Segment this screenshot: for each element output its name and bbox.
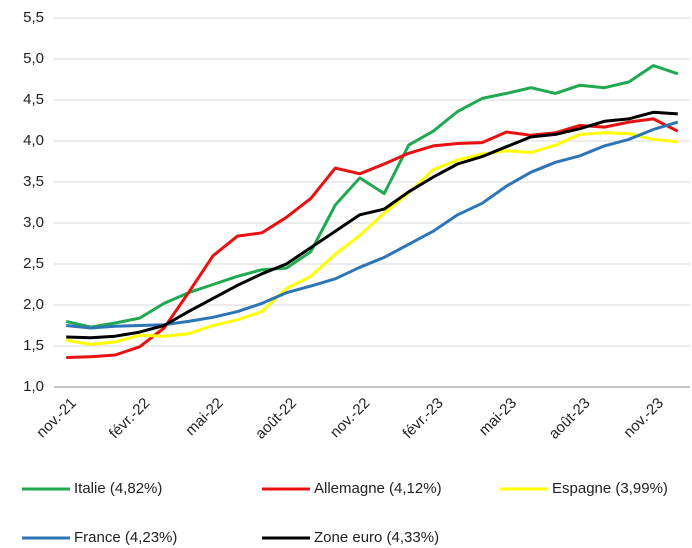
x-tick-label: nov.-22 xyxy=(327,395,374,442)
x-tick-label: févr.-22 xyxy=(106,395,153,442)
x-tick-label: août-22 xyxy=(252,395,300,443)
y-tick-label: 5,0 xyxy=(23,50,44,67)
y-tick-label: 2,0 xyxy=(23,296,44,313)
x-tick-label: nov.-21 xyxy=(33,395,80,442)
y-tick-label: 4,5 xyxy=(23,91,44,108)
series-line xyxy=(66,110,678,340)
y-tick-label: 3,5 xyxy=(23,173,44,190)
y-tick-label: 1,0 xyxy=(23,378,44,395)
legend-label: Allemagne (4,12%) xyxy=(314,480,442,497)
x-tick-label: nov.-23 xyxy=(620,395,667,442)
x-tick-label: févr.-23 xyxy=(399,395,446,442)
y-tick-label: 3,0 xyxy=(23,214,44,231)
legend-label: Italie (4,82%) xyxy=(74,480,162,497)
x-tick-label: août-23 xyxy=(546,395,594,443)
x-tick-label: mai-23 xyxy=(476,395,520,439)
series-line xyxy=(65,64,679,329)
series-line xyxy=(65,131,678,346)
legend-label: France (4,23%) xyxy=(74,529,177,546)
x-tick-label: mai-22 xyxy=(182,395,226,439)
y-tick-label: 1,5 xyxy=(23,337,44,354)
legend-label: Zone euro (4,33%) xyxy=(314,529,439,546)
y-tick-label: 4,0 xyxy=(23,132,44,149)
y-tick-label: 5,5 xyxy=(23,9,44,26)
y-tick-label: 2,5 xyxy=(23,255,44,272)
legend-label: Espagne (3,99%) xyxy=(552,480,668,497)
